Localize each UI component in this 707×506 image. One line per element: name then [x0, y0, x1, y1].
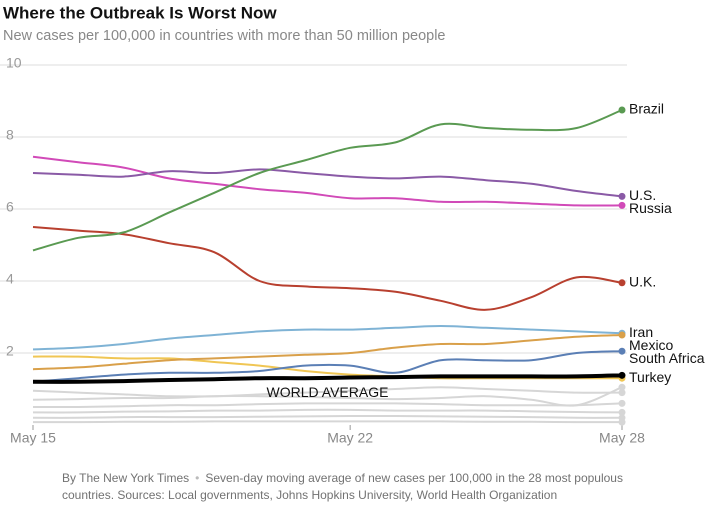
chart-subtitle: New cases per 100,000 in countries with … — [3, 28, 446, 44]
y-tick-label: 6 — [6, 199, 14, 215]
separator: • — [195, 471, 200, 485]
end-dot — [618, 399, 626, 407]
series-label: U.K. — [629, 274, 656, 290]
series-label: Russia — [629, 200, 672, 216]
end-dot — [618, 383, 626, 391]
series-label: Iran — [629, 324, 653, 340]
x-tick-label: May 28 — [599, 430, 645, 446]
y-tick-label: 10 — [6, 55, 22, 71]
end-dot — [618, 418, 626, 426]
series-line — [32, 420, 623, 424]
note: Seven-day moving average of new cases pe… — [62, 471, 623, 502]
x-tick-label: May 15 — [10, 430, 56, 446]
series-line — [32, 386, 623, 407]
end-dot — [618, 408, 626, 416]
series-line — [32, 226, 623, 311]
y-tick-label: 4 — [6, 271, 14, 287]
end-dot — [618, 106, 626, 114]
series-line — [32, 414, 623, 419]
footer: By The New York Times • Seven-day moving a… — [62, 470, 662, 504]
end-dot — [618, 389, 626, 397]
end-dot — [618, 279, 626, 287]
series-line — [32, 350, 623, 383]
end-dot — [618, 371, 626, 379]
series-line — [32, 324, 623, 351]
y-tick-label: 2 — [6, 343, 14, 359]
end-dot — [618, 347, 626, 355]
series-line — [32, 373, 623, 384]
end-dot — [618, 201, 626, 209]
chart: Where the Outbreak Is Worst Now New case… — [0, 3, 705, 446]
series-line — [32, 155, 623, 207]
y-tick-label: 8 — [6, 127, 14, 143]
series-line — [32, 408, 623, 414]
series-line — [32, 168, 623, 198]
series-label: Turkey — [629, 369, 671, 385]
series-label: U.S. — [629, 187, 656, 203]
series-label: South Africa — [629, 350, 705, 366]
end-dot — [618, 331, 626, 339]
series-line — [32, 334, 623, 371]
series-label: Mexico — [629, 337, 674, 353]
series-label: Brazil — [629, 101, 664, 117]
chart-title: Where the Outbreak Is Worst Now — [3, 3, 277, 22]
series-label: WORLD AVERAGE — [267, 384, 389, 400]
series-line — [32, 109, 623, 252]
series-line — [32, 402, 623, 409]
x-tick-label: May 22 — [327, 430, 373, 446]
series-line — [32, 386, 623, 398]
byline: By The New York Times — [62, 471, 190, 485]
end-dot — [618, 192, 626, 200]
